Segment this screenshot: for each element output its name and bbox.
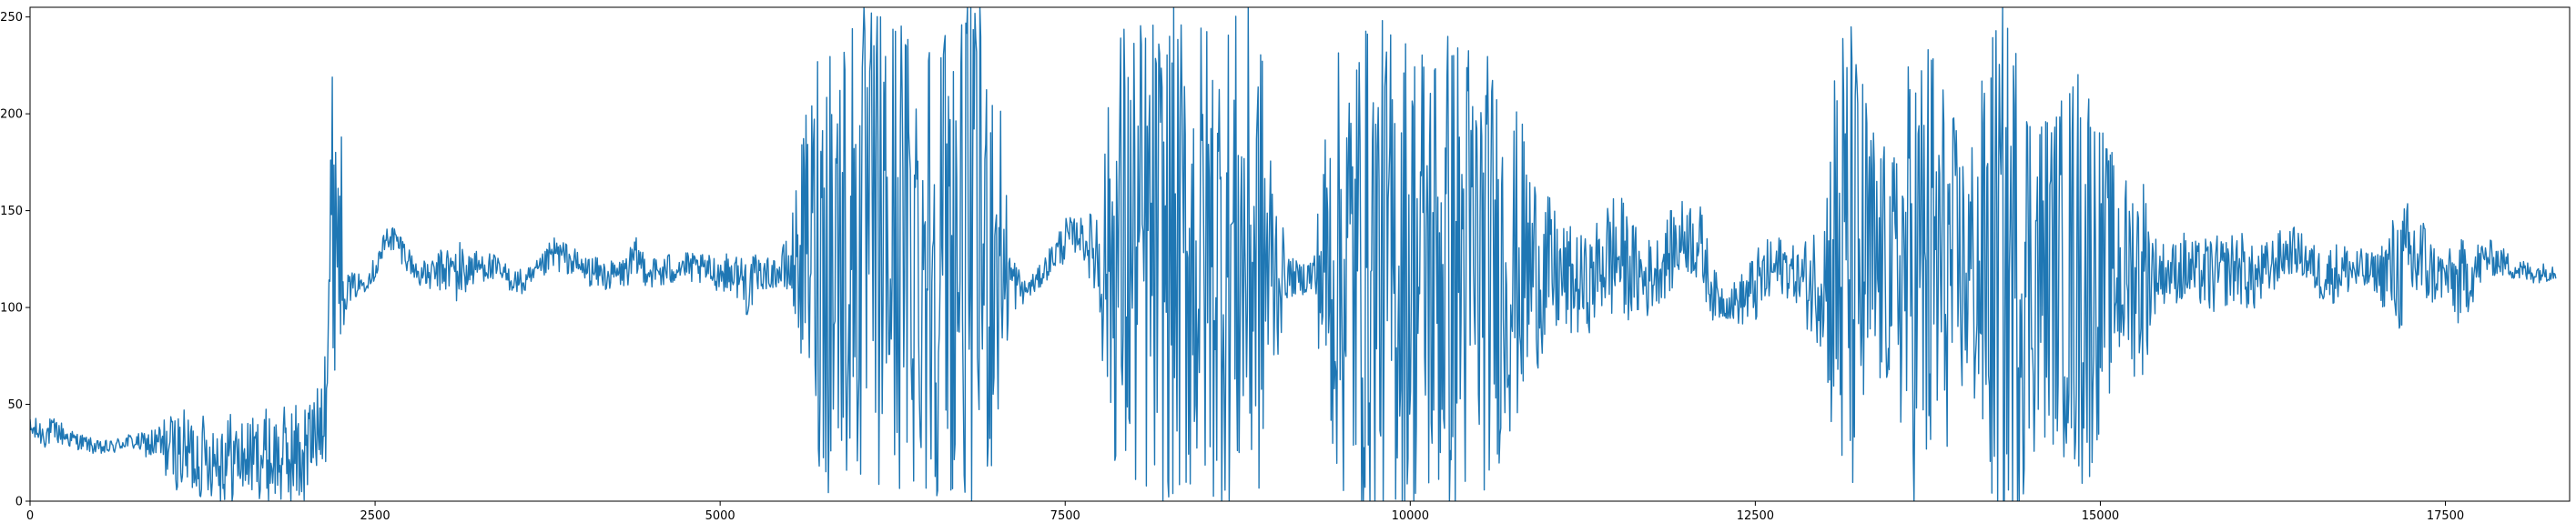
x-tick-label-5000: 5000 <box>705 509 735 523</box>
x-tick-label-7500: 7500 <box>1050 509 1080 523</box>
axes-frame <box>29 6 2571 502</box>
y-tick-label-100: 100 <box>0 302 23 316</box>
y-tick-label-150: 150 <box>0 205 23 218</box>
axes: 0 2500 5000 7500 10000 12500 15000 17500 0 50 100 1… <box>0 6 2571 523</box>
plot-area <box>30 7 2557 501</box>
x-tick-label-0: 0 <box>26 509 34 523</box>
x-tick-label-17500: 17500 <box>2427 509 2464 523</box>
series-line-0 <box>30 7 2557 501</box>
x-tick-label-2500: 2500 <box>360 509 390 523</box>
y-tick-label-0: 0 <box>15 496 23 509</box>
y-tick-label-200: 200 <box>0 108 23 122</box>
y-tick-label-50: 50 <box>7 398 23 412</box>
y-tick-label-250: 250 <box>0 11 23 25</box>
x-tick-label-10000: 10000 <box>1392 509 1429 523</box>
x-tick-label-12500: 12500 <box>1737 509 1774 523</box>
x-tick-label-15000: 15000 <box>2082 509 2119 523</box>
